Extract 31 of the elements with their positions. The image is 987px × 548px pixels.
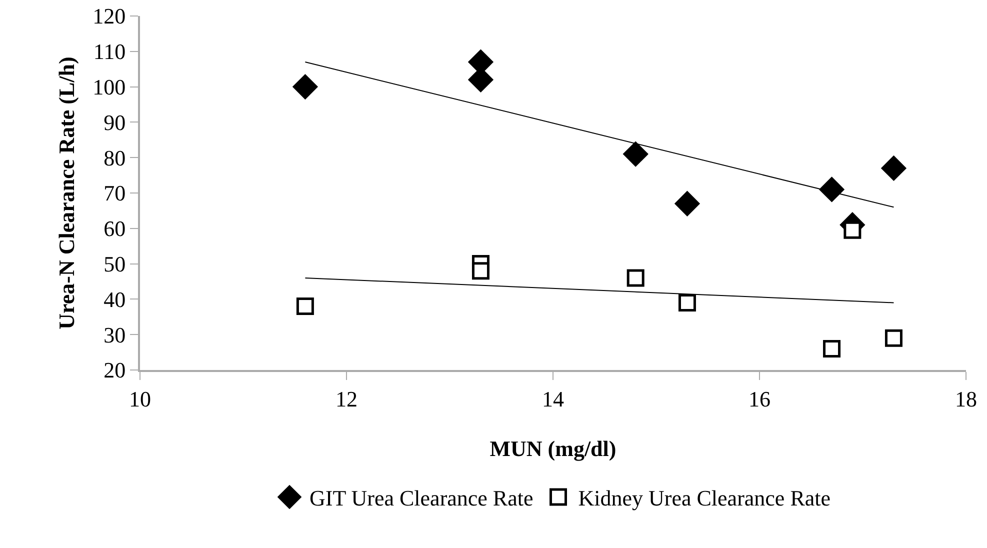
y-tick-label: 30 <box>104 322 126 348</box>
y-axis-title: Urea-N Clearance Rate (L/h) <box>54 56 79 330</box>
y-tick-label: 120 <box>92 4 126 29</box>
point <box>884 329 902 347</box>
x-tick-label: 14 <box>542 386 564 412</box>
point <box>296 298 314 316</box>
point <box>472 262 490 280</box>
y-tick-label: 50 <box>104 252 126 276</box>
point <box>674 191 700 216</box>
point <box>819 177 844 202</box>
y-tick-label: 90 <box>104 110 126 135</box>
point <box>292 74 318 100</box>
y-tick-label: 100 <box>92 74 126 100</box>
legend-label: GIT Urea Clearance Rate <box>310 486 534 511</box>
y-tick-label: 40 <box>104 286 126 312</box>
point <box>678 294 696 312</box>
point <box>626 269 644 287</box>
point <box>823 340 841 358</box>
x-tick-label: 16 <box>748 386 770 412</box>
point <box>881 156 906 181</box>
x-axis-title: MUN (mg/dl) <box>490 436 616 461</box>
legend-label: Kidney Urea Clearance Rate <box>578 486 831 511</box>
x-tick-label: 18 <box>955 386 977 412</box>
y-tick-label: 110 <box>93 39 126 64</box>
point <box>623 142 648 166</box>
y-tick-label: 80 <box>104 145 126 170</box>
x-tick-label: 10 <box>129 386 151 412</box>
y-tick-label: 60 <box>104 216 126 242</box>
y-tick-label: 70 <box>104 180 126 206</box>
y-tick-label: 20 <box>104 358 126 383</box>
x-tick-label: 12 <box>336 386 358 412</box>
